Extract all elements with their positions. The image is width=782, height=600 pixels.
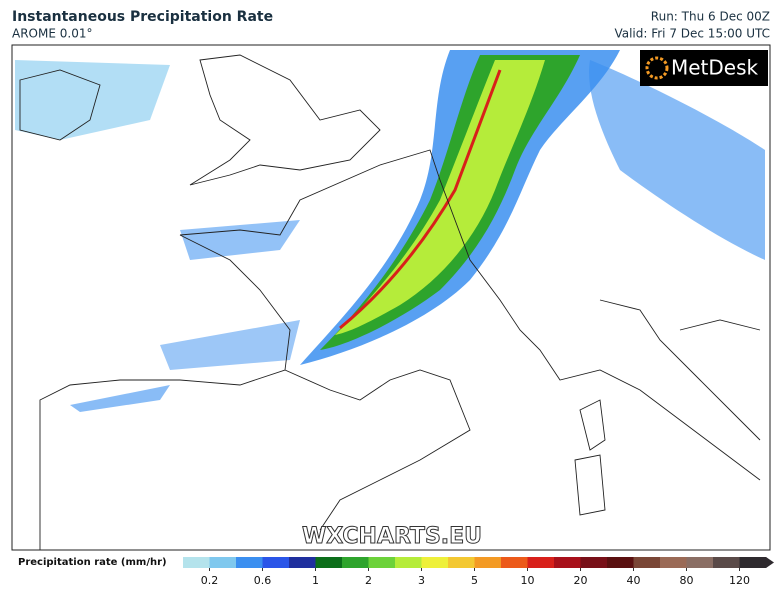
colorbar-tick-label: 120 xyxy=(729,574,750,587)
map: MetDesk WXCHARTS.EU xyxy=(11,44,771,551)
colorbar-label: Precipitation rate (mm/hr) xyxy=(18,557,167,568)
logo: MetDesk xyxy=(671,56,759,80)
colorbar-tick-label: 1 xyxy=(312,574,319,587)
colorbar-swatch xyxy=(580,557,608,568)
colorbar-swatch xyxy=(315,557,343,568)
title: Instantaneous Precipitation Rate xyxy=(12,9,273,25)
colorbar-tick-label: 3 xyxy=(418,574,425,587)
colorbar-swatch xyxy=(527,557,555,568)
colorbar-tick-label: 10 xyxy=(521,574,535,587)
valid: Valid: Fri 7 Dec 15:00 UTC xyxy=(614,27,770,41)
colorbar-tick-label: 2 xyxy=(365,574,372,587)
colorbar-swatch xyxy=(713,557,740,568)
colorbar-swatch xyxy=(501,557,528,568)
colorbar-swatch xyxy=(474,557,502,568)
colorbar-swatch xyxy=(686,557,714,568)
colorbar: 0.2 0.6 1 2 3 5 10 20 40 80 120 xyxy=(183,557,774,587)
watermark: WXCHARTS.EU xyxy=(302,524,482,549)
colorbar-arrow xyxy=(766,557,774,568)
colorbar-swatch xyxy=(342,557,369,568)
colorbar-swatch xyxy=(368,557,396,568)
colorbar-swatch xyxy=(183,557,210,568)
colorbar-swatch xyxy=(607,557,634,568)
colorbar-swatch xyxy=(448,557,475,568)
colorbar-tick-label: 40 xyxy=(627,574,641,587)
run: Run: Thu 6 Dec 00Z xyxy=(651,10,770,24)
colorbar-swatch xyxy=(209,557,237,568)
colorbar-swatch xyxy=(633,557,661,568)
colorbar-swatch xyxy=(421,557,449,568)
colorbar-swatch xyxy=(554,557,581,568)
colorbar-tick-label: 0.2 xyxy=(201,574,219,587)
colorbar-tick-label: 20 xyxy=(574,574,588,587)
colorbar-swatch xyxy=(262,557,290,568)
colorbar-swatch xyxy=(236,557,263,568)
colorbar-tick-label: 0.6 xyxy=(254,574,272,587)
colorbar-swatch xyxy=(289,557,316,568)
colorbar-swatch xyxy=(660,557,687,568)
colorbar-swatch xyxy=(395,557,422,568)
model: AROME 0.01° xyxy=(12,27,92,41)
colorbar-swatch xyxy=(739,557,767,568)
colorbar-tick-label: 80 xyxy=(680,574,694,587)
colorbar-tick-label: 5 xyxy=(471,574,478,587)
